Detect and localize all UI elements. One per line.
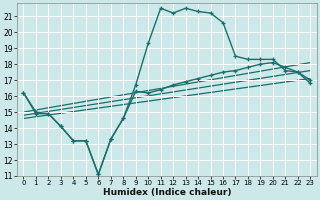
X-axis label: Humidex (Indice chaleur): Humidex (Indice chaleur) — [103, 188, 231, 197]
